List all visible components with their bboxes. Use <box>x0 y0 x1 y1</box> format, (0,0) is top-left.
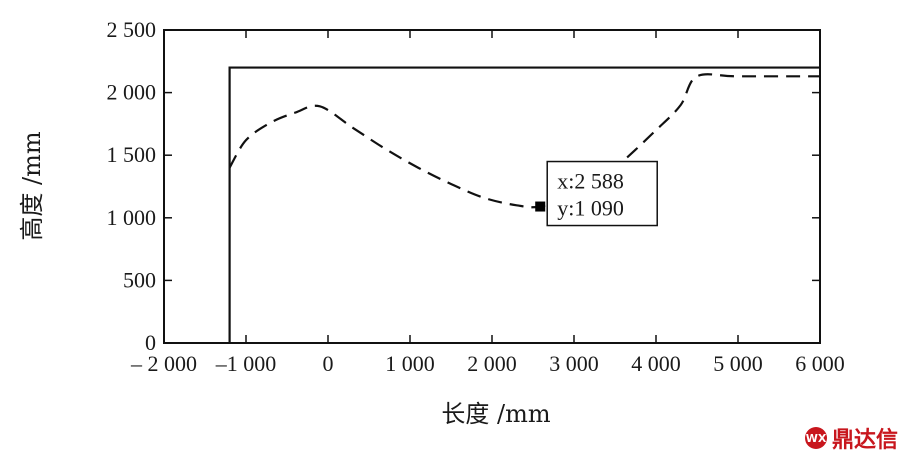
y-tick-label: 0 <box>145 330 156 355</box>
annotation-y-text: y:1 090 <box>557 196 624 221</box>
x-tick-label: 0 <box>323 351 334 376</box>
y-tick-label: 2 000 <box>107 80 157 105</box>
datapoint-annotation: x:2 588 y:1 090 <box>535 160 658 227</box>
x-tick-label: 4 000 <box>631 351 681 376</box>
y-tick-label: 1 500 <box>107 142 157 167</box>
brand-logo-icon: WX <box>804 427 827 449</box>
annotation-box <box>546 160 658 227</box>
x-tick-label: 6 000 <box>795 351 845 376</box>
y-tick-label: 1 000 <box>107 205 157 230</box>
solid-boundary-line <box>228 66 820 343</box>
x-tick-label: 2 000 <box>467 351 517 376</box>
watermark: WX 鼎达信 <box>804 422 898 454</box>
plot-frame <box>163 29 821 344</box>
watermark-text: 鼎达信 <box>831 428 898 453</box>
x-tick-label: – 2 000 <box>130 351 197 376</box>
annotation-marker <box>535 201 546 212</box>
x-tick-label: 5 000 <box>713 351 763 376</box>
x-tick-label: 1 000 <box>385 351 435 376</box>
y-axis-title: 高度 /mm <box>18 131 46 240</box>
y-tick-label: 2 500 <box>107 17 157 42</box>
y-axis-ticks: 0 500 1 000 1 500 2 000 2 500 <box>107 17 820 355</box>
x-tick-label: –1 000 <box>215 351 277 376</box>
x-axis-title: 长度 /mm <box>441 400 550 428</box>
y-tick-label: 500 <box>123 267 156 292</box>
series-layer <box>228 66 820 343</box>
annotation-x-text: x:2 588 <box>557 169 624 194</box>
x-axis-ticks: – 2 000 –1 000 0 1 000 2 000 3 000 4 000 5 000 6… <box>130 30 845 376</box>
svg-text:WX: WX <box>806 432 827 445</box>
dashed-profile-line <box>228 73 820 209</box>
x-tick-label: 3 000 <box>549 351 599 376</box>
